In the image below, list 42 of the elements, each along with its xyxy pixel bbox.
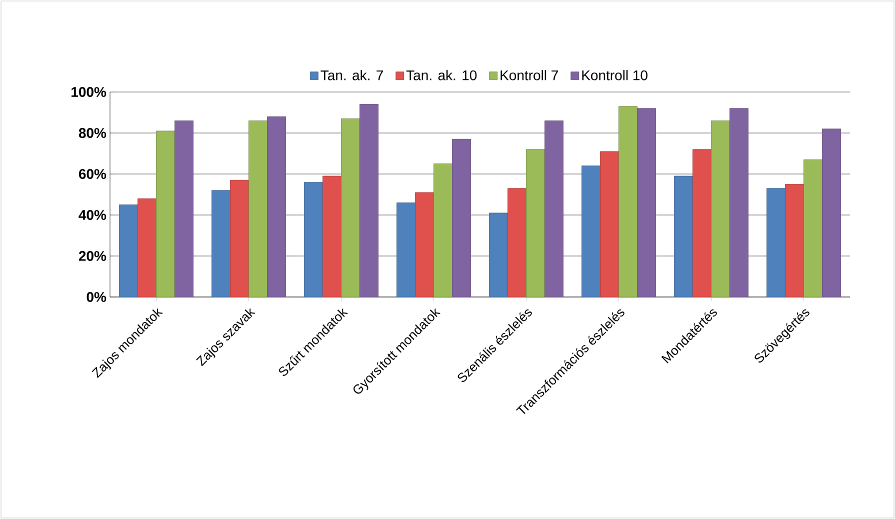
bar	[341, 118, 360, 297]
bar	[674, 176, 693, 297]
bar	[766, 188, 786, 297]
y-tick-label: 40%	[78, 210, 106, 220]
bar	[267, 116, 286, 297]
y-tick-label: 100%	[72, 87, 106, 97]
bar	[174, 120, 194, 297]
bar	[119, 204, 138, 297]
bar	[618, 106, 638, 297]
bar	[489, 212, 508, 297]
legend-label: Kontroll 7	[500, 70, 558, 80]
legend-label: Tan. ak. 7	[320, 70, 383, 80]
bar	[804, 159, 822, 297]
legend-label: Tan. ak. 10	[406, 70, 477, 80]
bar	[138, 198, 156, 297]
bar	[544, 120, 564, 297]
bar	[785, 184, 804, 297]
bar	[637, 108, 656, 297]
bar	[434, 164, 452, 297]
bar	[508, 188, 526, 297]
bar	[360, 104, 378, 297]
y-tick-label: 20%	[78, 251, 106, 261]
y-tick-label: 80%	[78, 128, 106, 138]
y-tick-label: 0%	[86, 292, 106, 302]
bar	[248, 120, 268, 297]
bar	[322, 176, 342, 297]
bar	[304, 182, 323, 297]
y-tick-label: 60%	[78, 169, 106, 179]
bar	[730, 108, 748, 297]
bar	[230, 180, 249, 297]
bar	[582, 166, 600, 297]
bar	[600, 151, 619, 297]
bar	[156, 130, 175, 297]
bar	[526, 149, 545, 297]
bar	[415, 192, 434, 297]
bar	[692, 149, 712, 297]
legend-label: Kontroll 10	[582, 70, 648, 80]
bar	[822, 128, 841, 297]
bar	[212, 190, 230, 297]
bar	[452, 138, 471, 297]
bar	[711, 120, 730, 297]
bar	[396, 202, 416, 297]
